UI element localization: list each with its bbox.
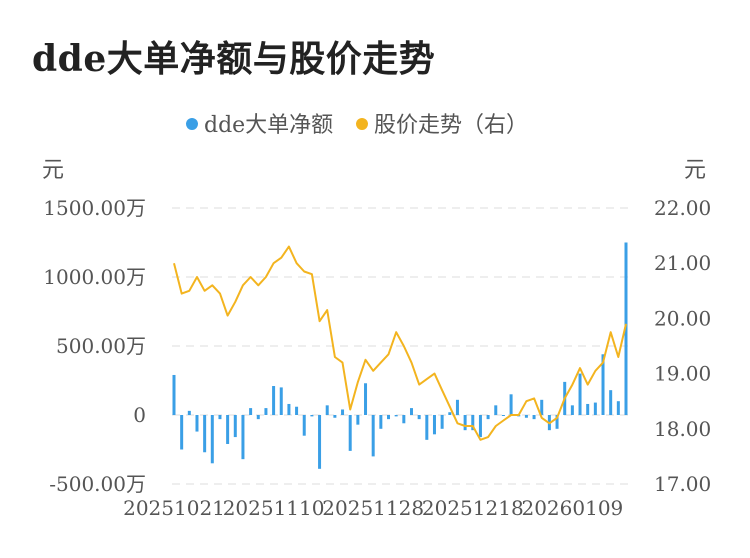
bar[interactable] bbox=[371, 415, 375, 457]
left-tick-label: 500.00万 bbox=[56, 334, 146, 358]
bar[interactable] bbox=[325, 405, 329, 415]
right-tick-label: 17.00 bbox=[654, 472, 711, 496]
bar[interactable] bbox=[601, 354, 605, 415]
bar[interactable] bbox=[264, 408, 268, 415]
legend-marker-line bbox=[356, 118, 368, 130]
right-tick-label: 21.00 bbox=[654, 251, 711, 275]
bar[interactable] bbox=[233, 415, 237, 438]
bar[interactable] bbox=[302, 415, 306, 436]
bar[interactable] bbox=[249, 408, 253, 415]
bar[interactable] bbox=[172, 374, 176, 415]
bar[interactable] bbox=[364, 383, 368, 415]
bar[interactable] bbox=[463, 415, 467, 431]
bar[interactable] bbox=[394, 415, 398, 417]
bar[interactable] bbox=[524, 415, 528, 418]
bar[interactable] bbox=[279, 387, 283, 415]
bar[interactable] bbox=[180, 415, 184, 450]
bar[interactable] bbox=[203, 415, 207, 453]
bar[interactable] bbox=[501, 415, 505, 416]
bar[interactable] bbox=[417, 415, 421, 420]
bar[interactable] bbox=[471, 415, 475, 431]
chart-title: dde大单净额与股价走势 bbox=[32, 38, 436, 80]
bar[interactable] bbox=[578, 373, 582, 415]
bar[interactable] bbox=[379, 415, 383, 429]
left-tick-label: -500.00万 bbox=[49, 472, 146, 496]
bar[interactable] bbox=[570, 405, 574, 415]
bar[interactable] bbox=[310, 415, 314, 417]
bar[interactable] bbox=[333, 415, 337, 418]
bar[interactable] bbox=[509, 394, 513, 415]
bar[interactable] bbox=[624, 242, 628, 416]
bar[interactable] bbox=[187, 410, 191, 415]
bar[interactable] bbox=[226, 415, 230, 444]
bar[interactable] bbox=[318, 415, 322, 469]
bar[interactable] bbox=[241, 415, 245, 460]
x-tick-label: 20251128 bbox=[322, 496, 424, 520]
bar[interactable] bbox=[295, 406, 299, 415]
left-tick-label: 1000.00万 bbox=[43, 265, 146, 289]
bar[interactable] bbox=[448, 412, 452, 415]
legend: dde大单净额 股价走势（右） bbox=[186, 113, 528, 138]
bar[interactable] bbox=[218, 415, 222, 420]
right-axis-unit: 元 bbox=[684, 158, 706, 183]
right-tick-label: 20.00 bbox=[654, 306, 711, 330]
bar[interactable] bbox=[532, 415, 536, 420]
bar[interactable] bbox=[432, 415, 436, 435]
right-axis-ticks: 22.00 21.00 20.00 19.00 18.00 17.00 bbox=[654, 196, 711, 496]
bar[interactable] bbox=[256, 415, 260, 420]
bar[interactable] bbox=[348, 415, 352, 451]
bar[interactable] bbox=[609, 390, 613, 415]
bar[interactable] bbox=[440, 415, 444, 429]
bar[interactable] bbox=[593, 402, 597, 415]
legend-label-bar[interactable]: dde大单净额 bbox=[204, 113, 333, 138]
bar[interactable] bbox=[195, 415, 199, 432]
grid-lines bbox=[172, 207, 628, 485]
bar[interactable] bbox=[409, 408, 413, 415]
bar[interactable] bbox=[586, 403, 590, 415]
right-tick-label: 18.00 bbox=[654, 417, 711, 441]
bar[interactable] bbox=[272, 386, 276, 415]
price-line[interactable] bbox=[173, 245, 627, 441]
x-tick-label: 20260109 bbox=[521, 496, 623, 520]
right-tick-label: 19.00 bbox=[654, 362, 711, 386]
bar[interactable] bbox=[486, 415, 490, 420]
bar[interactable] bbox=[478, 415, 482, 438]
bar[interactable] bbox=[287, 403, 291, 415]
x-tick-label: 20251021 bbox=[123, 496, 225, 520]
bar[interactable] bbox=[494, 405, 498, 415]
bar[interactable] bbox=[455, 399, 459, 415]
left-tick-label: 0 bbox=[133, 403, 146, 427]
x-tick-label: 20251110 bbox=[223, 496, 325, 520]
x-tick-label: 20251218 bbox=[422, 496, 524, 520]
line-series bbox=[173, 245, 627, 441]
bar[interactable] bbox=[341, 409, 345, 415]
bar[interactable] bbox=[387, 415, 391, 420]
left-axis-ticks: 1500.00万 1000.00万 500.00万 0 -500.00万 bbox=[43, 196, 146, 496]
bar[interactable] bbox=[540, 399, 544, 415]
bar[interactable] bbox=[356, 415, 360, 425]
bar[interactable] bbox=[616, 401, 620, 415]
left-tick-label: 1500.00万 bbox=[43, 196, 146, 220]
bar[interactable] bbox=[425, 415, 429, 440]
legend-label-line[interactable]: 股价走势（右） bbox=[374, 113, 528, 138]
legend-marker-bar bbox=[186, 118, 198, 130]
bar[interactable] bbox=[555, 415, 559, 429]
bar[interactable] bbox=[402, 415, 406, 424]
right-tick-label: 22.00 bbox=[654, 196, 711, 220]
left-axis-unit: 元 bbox=[42, 158, 64, 183]
bar[interactable] bbox=[210, 415, 214, 464]
